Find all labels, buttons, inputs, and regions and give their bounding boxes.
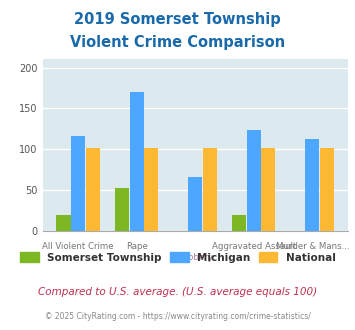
Bar: [71, 136, 85, 231]
Bar: [188, 177, 202, 231]
Bar: [203, 148, 217, 231]
Bar: [144, 148, 158, 231]
Text: Aggravated Assault: Aggravated Assault: [212, 242, 296, 251]
Text: Compared to U.S. average. (U.S. average equals 100): Compared to U.S. average. (U.S. average …: [38, 287, 317, 297]
Bar: [86, 148, 100, 231]
Text: All Violent Crime: All Violent Crime: [42, 242, 114, 251]
Bar: [115, 188, 129, 231]
Text: Rape: Rape: [126, 242, 148, 251]
Bar: [305, 140, 320, 231]
Text: Murder & Mans...: Murder & Mans...: [275, 242, 349, 251]
Legend: Somerset Township, Michigan, National: Somerset Township, Michigan, National: [16, 248, 340, 267]
Bar: [56, 214, 71, 231]
Bar: [232, 214, 246, 231]
Text: Violent Crime Comparison: Violent Crime Comparison: [70, 35, 285, 50]
Text: Robbery: Robbery: [177, 253, 213, 262]
Bar: [261, 148, 275, 231]
Text: 2019 Somerset Township: 2019 Somerset Township: [74, 12, 281, 26]
Bar: [247, 130, 261, 231]
Bar: [320, 148, 334, 231]
Bar: [130, 92, 144, 231]
Text: © 2025 CityRating.com - https://www.cityrating.com/crime-statistics/: © 2025 CityRating.com - https://www.city…: [45, 312, 310, 321]
